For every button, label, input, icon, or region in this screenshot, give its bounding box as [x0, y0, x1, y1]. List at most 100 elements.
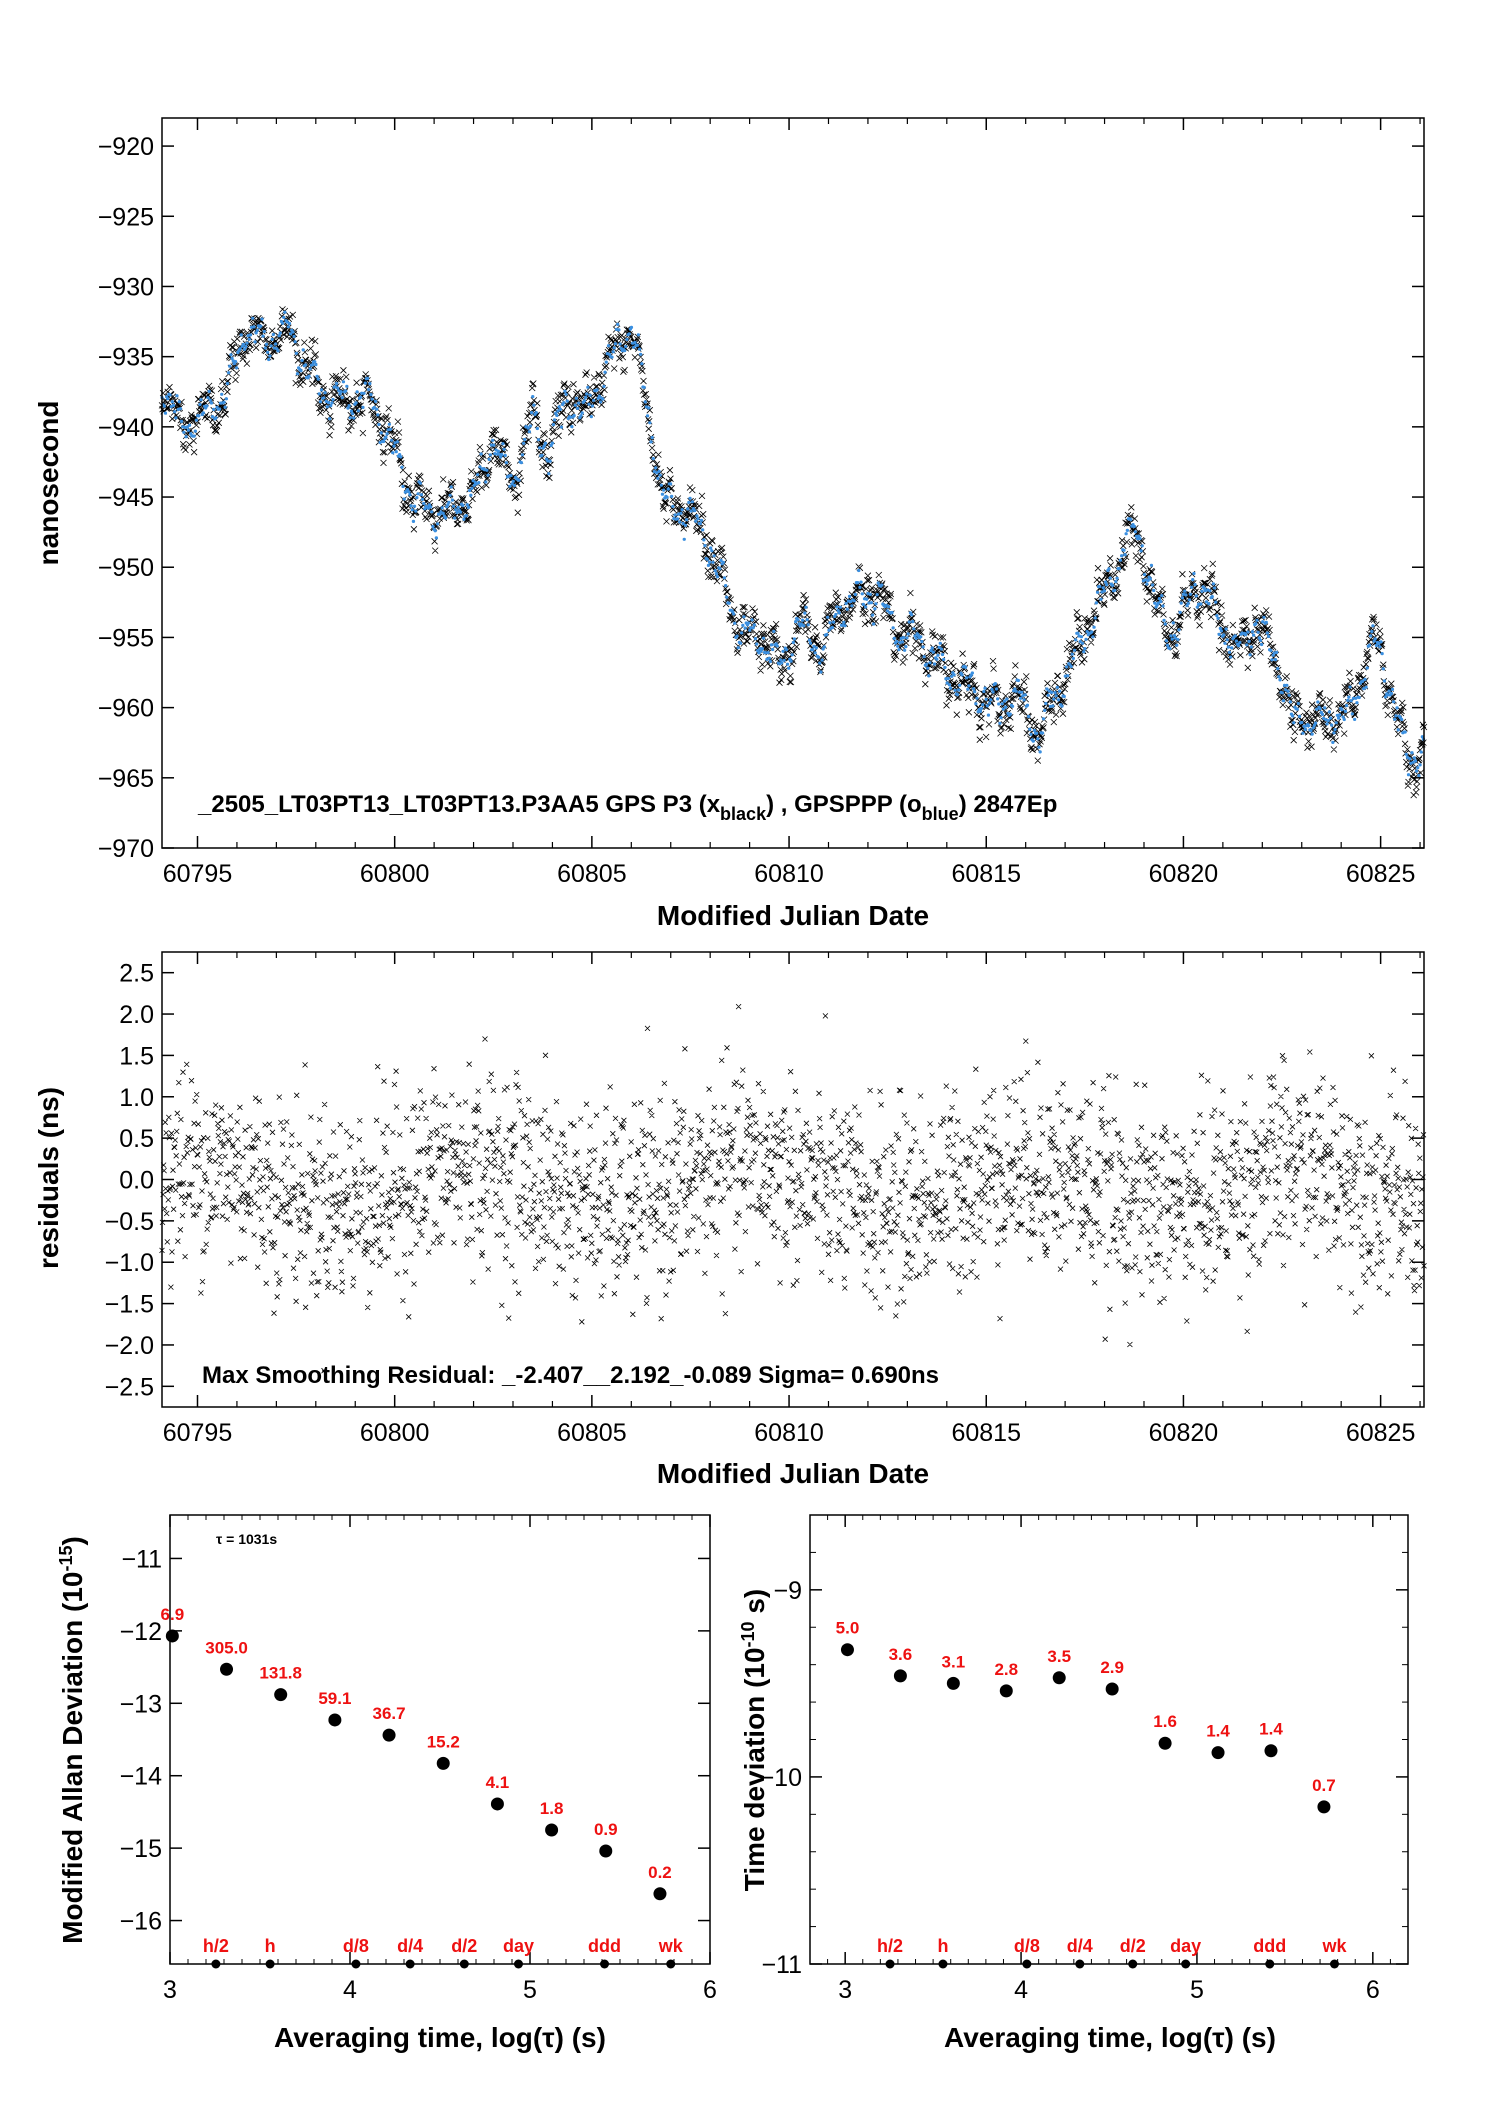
time-mark-label: d/8: [1014, 1936, 1040, 1956]
point-label: 59.1: [318, 1689, 351, 1708]
data-point: [274, 1688, 288, 1702]
y-tick-label: −2.0: [105, 1332, 154, 1360]
tdev-ylabel: Time deviation (10-10 s): [738, 1589, 770, 1892]
y-tick-label: −935: [98, 344, 154, 372]
point-label: 4.1: [486, 1773, 510, 1792]
point-label: 3.5: [1047, 1647, 1071, 1666]
y-tick-label: −950: [98, 554, 154, 582]
time-mark-dot: [600, 1959, 610, 1969]
y-tick-label: −965: [98, 765, 154, 793]
point-label: 5.0: [836, 1619, 860, 1638]
data-point: [999, 1684, 1013, 1698]
y-tick-label: −2.5: [105, 1373, 154, 1401]
data-point: [1211, 1746, 1225, 1760]
y-tick-label: −14: [120, 1763, 163, 1791]
time-mark-dot: [265, 1959, 275, 1969]
point-label: 1.6: [1153, 1712, 1177, 1731]
time-mark-dot: [459, 1959, 469, 1969]
tdev-time-marks: h/2 h d/8 d/4 d/2 day ddd wk: [877, 1936, 1347, 1969]
point-label: 131.8: [259, 1664, 302, 1683]
x-tick-label: 5: [523, 1976, 537, 2004]
y-tick-label: −955: [98, 624, 154, 652]
x-tick-label: 5: [1190, 1976, 1204, 2004]
point-label: 2.8: [994, 1660, 1018, 1679]
x-tick-label: 60820: [1149, 860, 1219, 888]
y-tick-label: −925: [98, 203, 154, 231]
tdev-xlabel: Averaging time, log(τ) (s): [944, 2022, 1276, 2053]
y-tick-label: 0.0: [119, 1167, 154, 1195]
x-tick-label: 3: [838, 1976, 852, 2004]
y-tick-label: 1.5: [119, 1042, 154, 1070]
y-tick-label: −1.5: [105, 1291, 154, 1319]
mdev-ticks: 3 4 5 6 −11 −12 −13 −14 −15 −16: [120, 1515, 717, 2004]
time-series-ylabel: nanosecond: [33, 401, 64, 566]
y-tick-label: −11: [761, 1951, 802, 1979]
data-point: [382, 1728, 396, 1742]
point-label: 36.7: [373, 1704, 406, 1723]
x-tick-label: 60825: [1346, 1419, 1416, 1447]
time-mark-label: wk: [1321, 1936, 1347, 1956]
point-label: 0.7: [1312, 1776, 1336, 1795]
time-mark-label: h/2: [877, 1936, 903, 1956]
x-tick-label: 6: [1366, 1976, 1380, 2004]
time-mark-label: d/2: [451, 1936, 477, 1956]
x-tick-label: 60810: [754, 1419, 824, 1447]
time-mark-dot: [1128, 1959, 1138, 1969]
time-mark-dot: [211, 1959, 221, 1969]
data-point: [545, 1823, 559, 1837]
x-tick-label: 60825: [1346, 860, 1416, 888]
residuals-ylabel: residuals (ns): [33, 1087, 64, 1269]
time-mark-dot: [1022, 1959, 1032, 1969]
mdev-tau-annotation: τ = 1031s: [216, 1531, 277, 1547]
x-tick-label: 60795: [163, 860, 233, 888]
y-tick-label: −16: [120, 1908, 162, 1936]
y-tick-label: −15: [120, 1835, 162, 1863]
data-point: [165, 1629, 179, 1643]
time-mark-label: day: [1170, 1936, 1201, 1956]
y-tick-label: −9: [773, 1577, 802, 1605]
time-mark-label: h: [937, 1936, 948, 1956]
residuals-annotation: Max Smoothing Residual: _-2.407__2.192_-…: [202, 1362, 939, 1389]
point-label: 1.8: [540, 1799, 564, 1818]
y-tick-label: −11: [121, 1545, 162, 1573]
mdev-panel: 3 4 5 6 −11 −12 −13 −14 −15 −16 h/2 h d/8 d/4 d/2 day d…: [56, 1514, 717, 2053]
data-point: [220, 1662, 234, 1676]
time-mark-label: h/2: [203, 1936, 229, 1956]
mdev-ylabel: Modified Allan Deviation (10-15): [56, 1536, 88, 1944]
residuals-frame: [161, 951, 1425, 1408]
tdev-panel: 3 4 5 6 −9 −10 −11 h/2 h d/8 d/4 d/2 day ddd wk 5.0 3.…: [738, 1514, 1409, 2053]
time-series-xlabel: Modified Julian Date: [657, 900, 929, 931]
x-tick-label: 60815: [951, 1419, 1021, 1447]
point-label: 0.9: [594, 1820, 618, 1839]
time-mark-dot: [885, 1959, 895, 1969]
time-mark-dot: [938, 1959, 948, 1969]
data-point: [599, 1844, 613, 1858]
data-point: [1105, 1682, 1119, 1696]
data-point: [490, 1797, 504, 1811]
data-point: [840, 1643, 854, 1657]
time-mark-label: h: [265, 1936, 276, 1956]
y-tick-label: −13: [120, 1690, 162, 1718]
mdev-xlabel: Averaging time, log(τ) (s): [274, 2022, 606, 2053]
time-mark-dot: [666, 1959, 676, 1969]
time-mark-dot: [513, 1959, 523, 1969]
time-mark-label: day: [503, 1936, 534, 1956]
point-label: 3.1: [942, 1652, 966, 1671]
tdev-frame: [809, 1514, 1409, 1965]
residual-markers: [159, 1003, 1427, 1374]
point-label: 2.9: [1100, 1658, 1124, 1677]
time-mark-label: ddd: [1253, 1936, 1286, 1956]
y-tick-label: −1.0: [105, 1249, 154, 1277]
blue-series-markers: [160, 310, 1426, 778]
x-tick-label: 60815: [951, 860, 1021, 888]
x-tick-label: 4: [1014, 1976, 1028, 2004]
mdev-time-marks: h/2 h d/8 d/4 d/2 day ddd wk: [203, 1936, 684, 1969]
residuals-xlabel: Modified Julian Date: [657, 1458, 929, 1489]
y-tick-label: 1.0: [119, 1084, 154, 1112]
data-point: [946, 1676, 960, 1690]
point-label: 15.2: [427, 1732, 460, 1751]
black-series-markers: [158, 306, 1428, 799]
x-tick-label: 60795: [163, 1419, 233, 1447]
time-series-points: [158, 306, 1428, 799]
